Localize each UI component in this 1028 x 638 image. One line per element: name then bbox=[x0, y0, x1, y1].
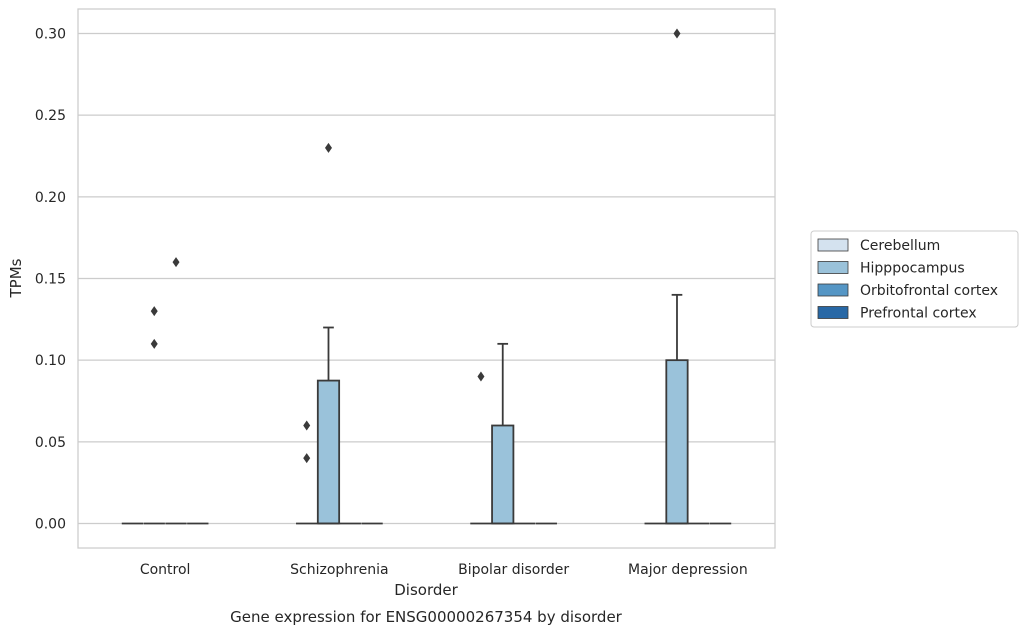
x-tick-label: Control bbox=[140, 562, 191, 578]
grid-lines bbox=[78, 32, 775, 525]
y-tick-label: 0.30 bbox=[35, 27, 66, 43]
legend-label: Cerebellum bbox=[860, 238, 940, 254]
box-body bbox=[316, 379, 341, 525]
y-axis-label: TPMs bbox=[7, 258, 25, 298]
y-tick-label: 0.10 bbox=[35, 353, 66, 369]
x-tick-label: Schizophrenia bbox=[290, 562, 388, 578]
box-body bbox=[491, 424, 515, 525]
outlier-point bbox=[150, 338, 158, 349]
legend-label: Hipppocampus bbox=[860, 261, 965, 277]
box-3-1 bbox=[665, 293, 689, 525]
outlier-point bbox=[477, 371, 485, 382]
legend-frame bbox=[810, 230, 1019, 328]
legend-swatch bbox=[817, 283, 849, 297]
y-tick-label: 0.15 bbox=[35, 272, 66, 288]
y-tick-label: 0.20 bbox=[35, 190, 66, 206]
y-tick-label: 0.00 bbox=[35, 517, 66, 533]
outlier-point bbox=[324, 142, 332, 153]
plot-area-frame bbox=[77, 8, 776, 549]
y-axis-ticks: 0.00 0.05 0.10 0.15 0.20 0.25 0.30 bbox=[35, 27, 66, 533]
x-axis-ticks: Control Schizophrenia Bipolar disorder Majo… bbox=[140, 562, 748, 578]
box-2-1 bbox=[491, 342, 515, 525]
legend: Cerebellum Hipppocampus Orbitofrontal cort… bbox=[810, 230, 1019, 328]
boxes bbox=[121, 293, 732, 525]
outlier-point bbox=[673, 28, 681, 39]
outliers bbox=[150, 28, 681, 464]
legend-label: Orbitofrontal cortex bbox=[860, 283, 998, 299]
chart-caption: Gene expression for ENSG00000267354 by d… bbox=[230, 608, 623, 626]
box-1-1 bbox=[316, 326, 341, 525]
box-body bbox=[665, 359, 689, 525]
outlier-point bbox=[303, 453, 311, 464]
outlier-point bbox=[150, 306, 158, 317]
y-tick-label: 0.05 bbox=[35, 435, 66, 451]
outlier-point bbox=[172, 257, 180, 268]
x-tick-label: Bipolar disorder bbox=[458, 562, 569, 578]
legend-swatch bbox=[817, 238, 849, 252]
x-tick-label: Major depression bbox=[628, 562, 748, 578]
y-tick-label: 0.25 bbox=[35, 108, 66, 124]
legend-label: Prefrontal cortex bbox=[860, 306, 977, 322]
legend-swatch bbox=[817, 261, 849, 274]
legend-swatch bbox=[817, 306, 849, 319]
outlier-point bbox=[303, 420, 311, 431]
x-axis-label: Disorder bbox=[394, 581, 458, 599]
